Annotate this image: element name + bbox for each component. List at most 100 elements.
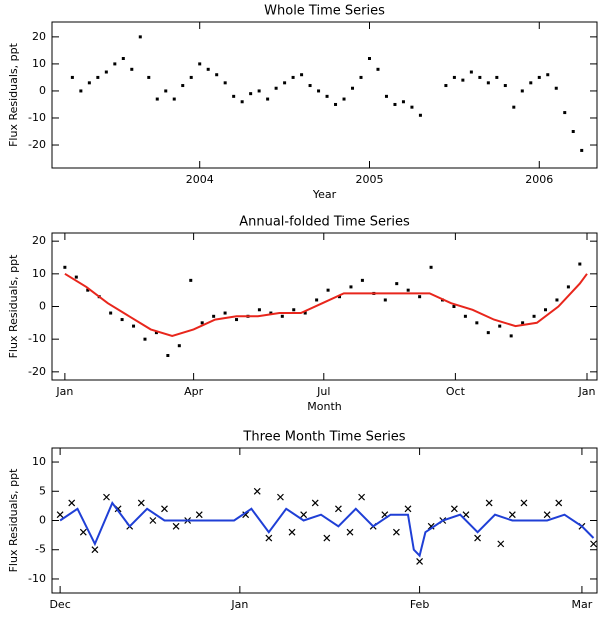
data-point (257, 89, 261, 93)
data-point (509, 334, 513, 338)
data-point (590, 540, 597, 548)
data-point (566, 285, 570, 289)
data-point (79, 89, 83, 93)
data-point (70, 75, 74, 79)
y-tick-label: 10 (32, 455, 46, 468)
y-tick-label: 5 (39, 484, 46, 497)
data-point (418, 113, 422, 117)
data-point (283, 81, 287, 85)
data-point (521, 321, 525, 325)
data-point (325, 94, 329, 98)
data-point (143, 337, 147, 341)
data-point (546, 73, 550, 77)
data-point (503, 84, 507, 88)
data-point (580, 148, 584, 152)
data-point (103, 493, 110, 501)
data-point (349, 285, 353, 289)
plot-frame (51, 232, 598, 381)
y-tick-label: 10 (32, 267, 46, 280)
data-point (223, 81, 227, 85)
data-point (288, 528, 296, 536)
data-point (338, 295, 342, 299)
y-axis-label: Flux Residuals, ppt (7, 468, 20, 573)
data-point (223, 311, 227, 315)
data-point (308, 84, 312, 88)
data-point (360, 278, 364, 282)
data-point (257, 308, 261, 312)
data-point (280, 314, 284, 318)
data-point (291, 75, 295, 79)
data-point (200, 321, 204, 325)
data-point (346, 528, 354, 536)
data-point (198, 62, 202, 66)
data-point (512, 105, 516, 109)
data-point (486, 81, 490, 85)
y-axis-label: Flux Residuals, ppt (7, 42, 20, 147)
fit-line (64, 272, 588, 337)
x-axis-label: Year (312, 188, 337, 201)
chart-title: Whole Time Series (264, 4, 385, 19)
data-point (242, 511, 250, 519)
data-point (404, 505, 412, 513)
data-point (452, 75, 456, 79)
data-point (485, 499, 493, 507)
data-point (277, 493, 284, 501)
y-tick-label: -20 (28, 138, 46, 151)
x-tick-label: Jan (55, 385, 73, 398)
data-point (149, 517, 157, 524)
data-point (91, 546, 99, 554)
data-point (475, 321, 479, 325)
data-point (212, 314, 216, 318)
data-point (104, 70, 108, 74)
data-point (56, 511, 64, 519)
data-point (498, 324, 502, 328)
data-point (121, 57, 125, 60)
data-point (177, 344, 181, 348)
data-point (215, 73, 219, 77)
data-point (109, 311, 113, 315)
data-point (461, 78, 465, 82)
x-tick-label: Apr (184, 385, 204, 398)
data-point (359, 75, 363, 79)
data-point (497, 540, 505, 548)
y-tick-label: -20 (28, 365, 46, 378)
x-axis-label: Month (307, 400, 342, 413)
data-point (195, 511, 203, 519)
data-point (292, 308, 296, 312)
data-point (74, 275, 78, 279)
data-point (495, 75, 499, 79)
data-point (410, 105, 414, 109)
data-point (544, 308, 548, 312)
data-point (137, 499, 145, 507)
data-point (429, 265, 433, 269)
data-point (266, 97, 270, 101)
y-tick-label: -10 (28, 111, 46, 124)
data-point (392, 528, 400, 536)
data-point (68, 499, 76, 507)
data-point (189, 75, 193, 79)
x-tick-label: Jul (316, 385, 330, 398)
data-point (155, 97, 159, 101)
y-tick-label: 20 (32, 234, 46, 247)
data-point (543, 511, 551, 519)
data-point (367, 57, 371, 60)
data-point (154, 331, 158, 335)
data-point (132, 324, 136, 328)
y-tick-label: -10 (28, 332, 46, 345)
data-point (311, 499, 319, 507)
y-tick-label: 0 (39, 514, 46, 527)
x-tick-label: Feb (410, 598, 429, 611)
data-point (172, 522, 180, 530)
x-tick-label: Jan (230, 598, 248, 611)
data-point (232, 94, 236, 98)
data-point (334, 102, 338, 106)
x-tick-label: Jan (578, 385, 596, 398)
y-tick-label: 0 (39, 300, 46, 313)
data-point (555, 298, 559, 302)
data-point (444, 84, 448, 88)
data-point (563, 111, 567, 115)
data-point (138, 35, 142, 39)
data-point (342, 97, 346, 101)
data-point (269, 311, 273, 315)
